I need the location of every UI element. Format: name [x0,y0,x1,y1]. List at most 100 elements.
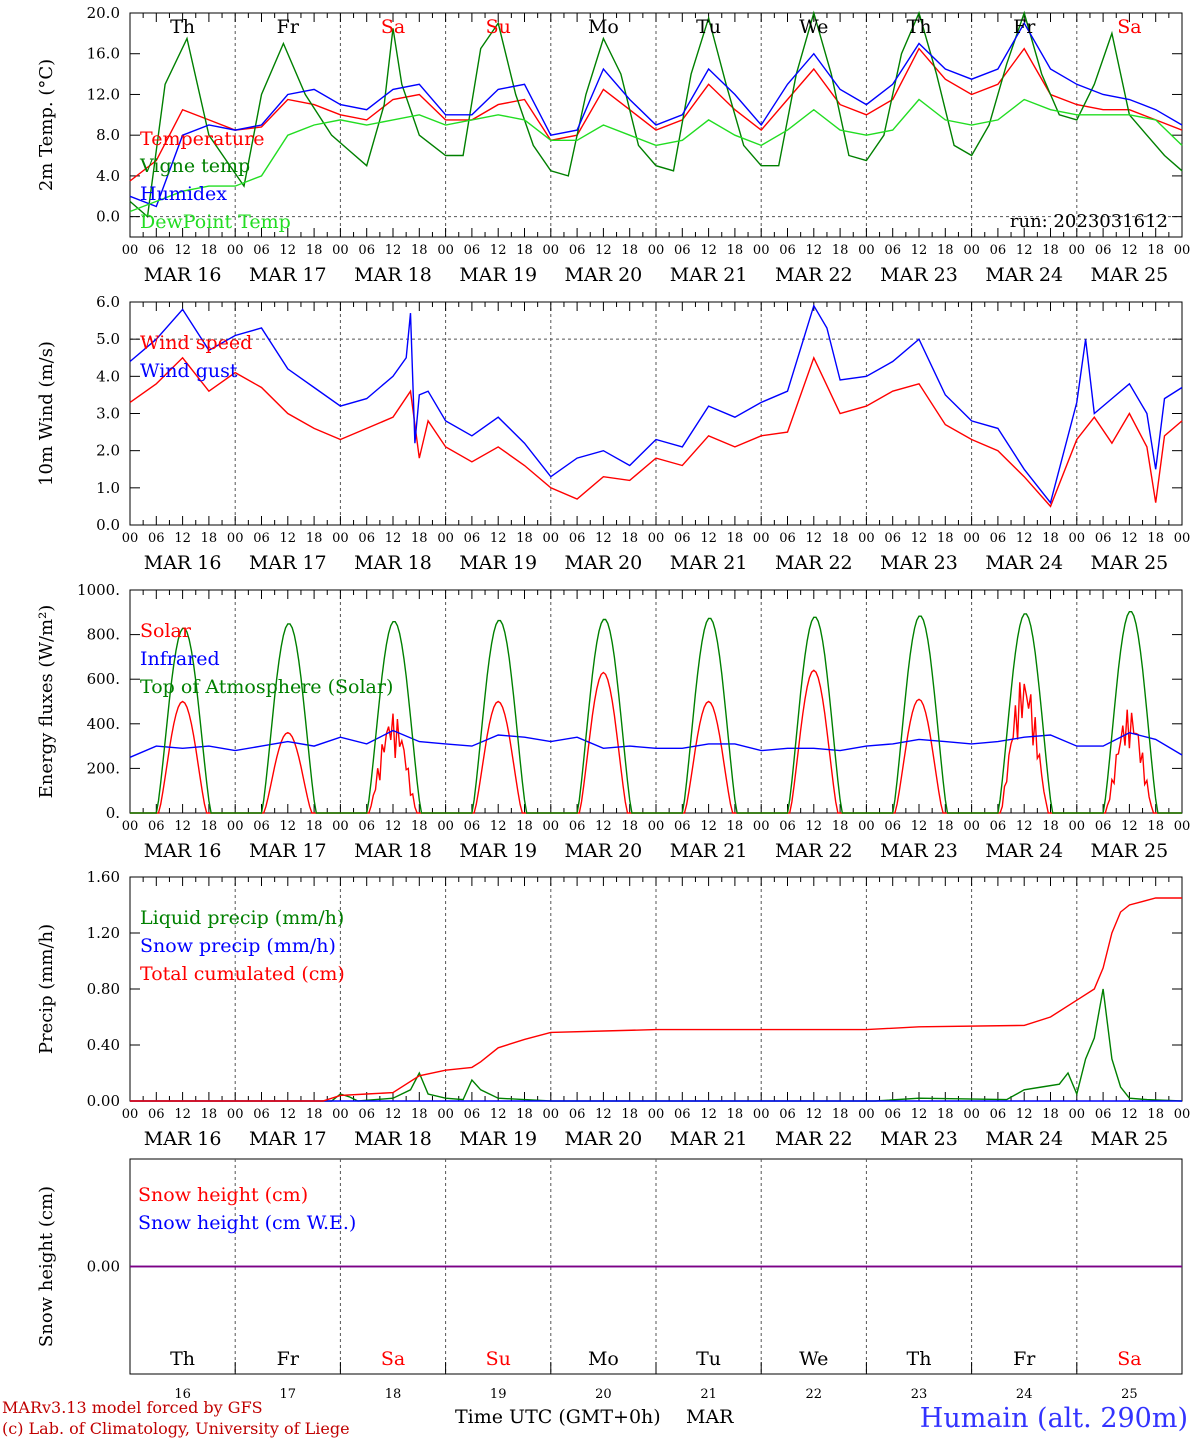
day-number: 19 [490,1387,507,1402]
y-tick-label: 1.0 [96,479,120,497]
y-tick-label: 0.0 [96,208,120,226]
hour-label: 18 [832,819,849,834]
date-label: MAR 22 [775,264,853,286]
hour-label: 12 [700,819,717,834]
hour-label: 12 [174,531,191,546]
hour-label: 12 [490,243,507,258]
hour-label: 18 [201,243,218,258]
date-label: MAR 19 [459,264,537,286]
hour-label-end: 00 [1174,531,1191,546]
date-label: MAR 19 [459,552,537,574]
weekday-label: Tu [696,1348,721,1370]
legend-entry: Wind speed [140,332,252,354]
hour-label: 00 [122,1107,139,1122]
hour-label: 12 [280,1107,297,1122]
hour-label: 12 [490,531,507,546]
legend-entry: Snow height (cm) [138,1184,308,1206]
y-tick-label: 16.0 [87,45,120,63]
hour-label: 12 [1016,243,1033,258]
hour-label: 18 [832,1107,849,1122]
date-label: MAR 23 [880,264,958,286]
hour-label: 00 [753,1107,770,1122]
hour-label: 06 [674,243,691,258]
hour-label: 12 [700,1107,717,1122]
y-tick-label: 20.0 [87,4,120,22]
y-axis-label: 10m Wind (m/s) [36,341,57,486]
hour-label: 12 [806,243,823,258]
hour-label: 00 [963,243,980,258]
hour-label: 06 [779,243,796,258]
date-label: MAR 20 [565,552,643,574]
weekday-label: Su [486,16,511,38]
hour-label: 12 [280,819,297,834]
date-label: MAR 18 [354,840,432,862]
hour-label-end: 00 [1174,243,1191,258]
hour-label: 06 [884,819,901,834]
hour-label: 06 [358,243,375,258]
hour-label: 18 [516,1107,533,1122]
hour-label: 00 [858,243,875,258]
hour-label: 06 [990,819,1007,834]
hour-label: 00 [332,243,349,258]
hour-label: 00 [437,819,454,834]
hour-label: 12 [174,243,191,258]
hour-label: 18 [937,1107,954,1122]
legend-entry: Top of Atmosphere (Solar) [140,676,393,698]
weekday-label: Sa [1117,16,1141,38]
weekday-label: Su [486,1348,511,1370]
hour-label: 06 [253,243,270,258]
hour-label: 12 [385,531,402,546]
hour-label: 06 [464,1107,481,1122]
hour-label: 06 [884,531,901,546]
hour-label: 00 [858,531,875,546]
date-label: MAR 25 [1091,1128,1169,1150]
hour-label: 00 [437,1107,454,1122]
hour-label: 12 [385,243,402,258]
legend-entry: Humidex [140,183,227,205]
hour-label: 00 [648,243,665,258]
hour-label: 18 [832,243,849,258]
weekday-label: Th [907,1348,932,1370]
date-label: MAR 18 [354,552,432,574]
y-tick-label: 4.0 [96,167,120,185]
hour-label: 12 [911,243,928,258]
hour-label: 12 [490,1107,507,1122]
hour-label: 12 [280,243,297,258]
hour-label: 18 [1147,1107,1164,1122]
series-line-vigne-temp [129,10,1183,218]
hour-label: 00 [543,243,560,258]
date-label: MAR 17 [249,840,327,862]
hour-label: 12 [385,1107,402,1122]
panel-5: 0.00 Snow height (cm) Snow height (cm) Snow… [36,1158,1183,1402]
weekday-label: Th [170,16,195,38]
date-label: MAR 25 [1091,264,1169,286]
hour-label-end: 00 [1174,819,1191,834]
hour-label: 06 [253,1107,270,1122]
hour-label: 18 [727,531,744,546]
hour-label: 06 [884,1107,901,1122]
hour-label: 06 [1095,531,1112,546]
y-axis-label: Precip (mm/h) [36,924,57,1054]
hour-label: 06 [990,531,1007,546]
hour-label: 18 [621,819,638,834]
hour-label: 18 [937,531,954,546]
day-number: 24 [1016,1387,1033,1402]
day-number: 21 [700,1387,717,1402]
y-tick-label: 3.0 [96,405,120,423]
hour-label: 00 [437,243,454,258]
hour-label: 06 [990,243,1007,258]
hour-label: 18 [516,531,533,546]
date-label: MAR 21 [670,840,748,862]
y-tick-label: 1.20 [87,924,120,942]
x-axis-month: MAR [686,1406,734,1428]
hour-label: 12 [1016,531,1033,546]
hour-label: 06 [674,531,691,546]
hour-label: 06 [358,819,375,834]
hour-label: 00 [332,531,349,546]
hour-label: 18 [1042,531,1059,546]
hour-label: 00 [122,819,139,834]
y-tick-label: 5.0 [96,330,120,348]
hour-label: 06 [569,243,586,258]
hour-label: 12 [911,819,928,834]
hour-label: 06 [990,1107,1007,1122]
